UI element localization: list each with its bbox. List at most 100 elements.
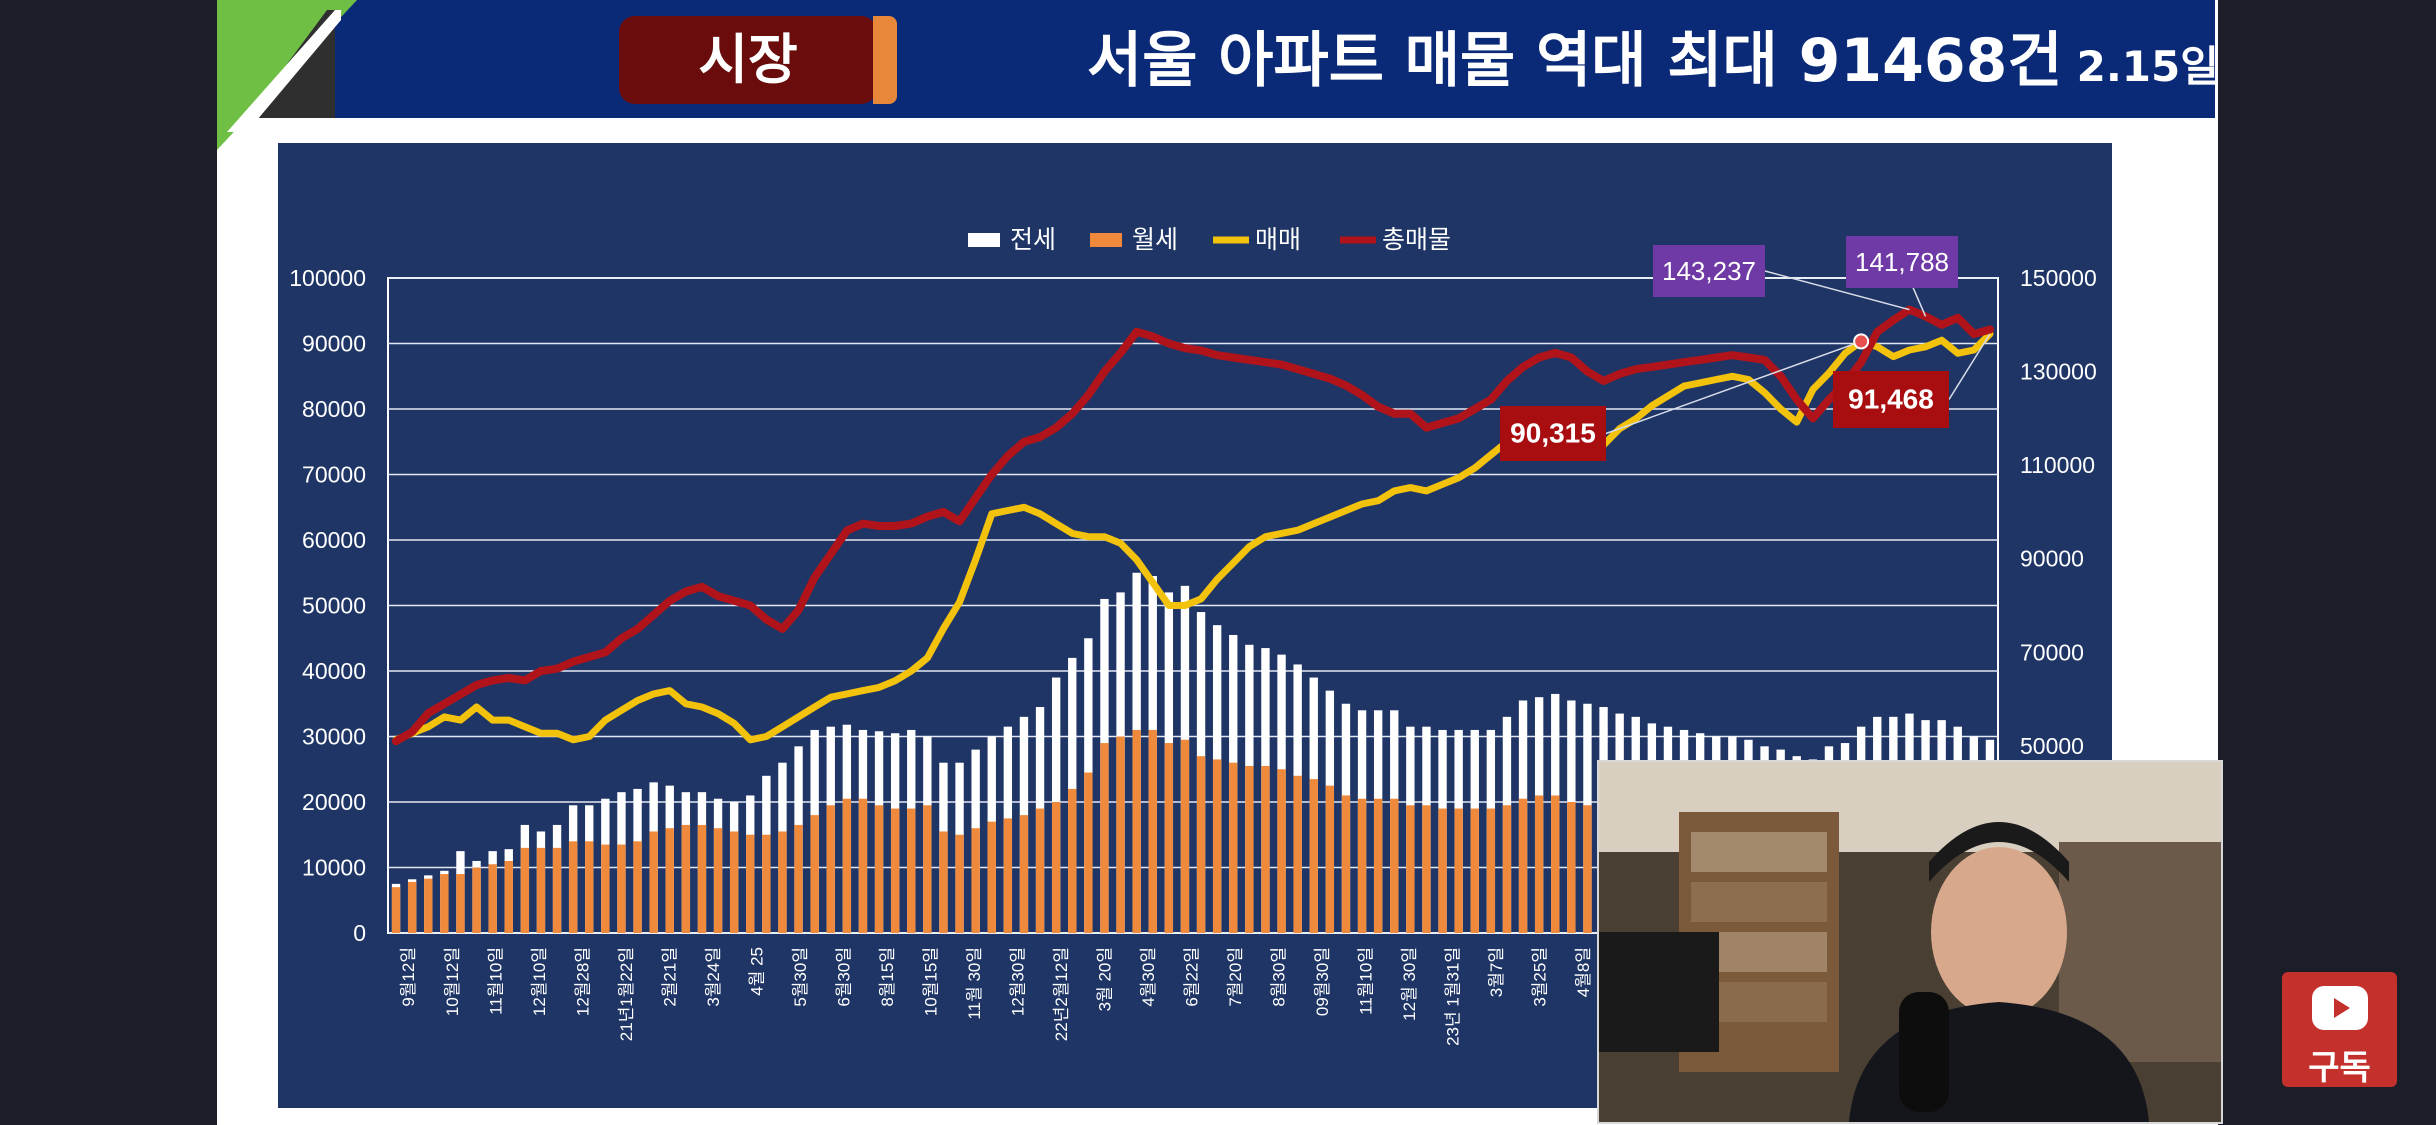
callout-label: 143,237 bbox=[1662, 256, 1756, 286]
bar-wolse bbox=[1277, 769, 1286, 933]
x-tick-label: 21년1월22일 bbox=[617, 947, 636, 1041]
bar-wolse bbox=[391, 887, 401, 933]
bar-wolse bbox=[633, 841, 642, 933]
bar-wolse bbox=[1341, 795, 1351, 933]
bar-wolse bbox=[649, 831, 658, 933]
bar-wolse bbox=[923, 805, 932, 933]
x-tick-label: 8월15일 bbox=[878, 947, 897, 1007]
category-tag-accent bbox=[873, 16, 897, 104]
x-tick-label: 2월21일 bbox=[660, 947, 679, 1007]
bar-wolse bbox=[1196, 756, 1206, 933]
bar-wolse bbox=[665, 828, 674, 933]
bar-wolse bbox=[987, 821, 996, 933]
bar-wolse bbox=[1551, 795, 1560, 933]
x-tick-label: 11월10일 bbox=[486, 947, 505, 1015]
bar-wolse bbox=[907, 808, 916, 933]
callout-box bbox=[1846, 236, 1958, 288]
bar-wolse bbox=[552, 847, 562, 933]
x-tick-label: 4월30일 bbox=[1139, 947, 1158, 1007]
x-tick-label: 3월7일 bbox=[1487, 947, 1506, 997]
callout-box bbox=[1833, 371, 1949, 428]
bar-wolse bbox=[1019, 815, 1029, 933]
bar-wolse bbox=[440, 874, 449, 933]
x-tick-label: 3월24일 bbox=[704, 947, 723, 1007]
y-right-tick: 70000 bbox=[2020, 639, 2084, 665]
bar-wolse bbox=[1325, 785, 1335, 933]
youtube-play-icon[interactable] bbox=[2312, 986, 2368, 1030]
callout-label: 141,788 bbox=[1855, 247, 1949, 277]
bar-wolse bbox=[1035, 808, 1045, 933]
bar-wolse bbox=[842, 798, 852, 933]
headline-date: 2.15일 bbox=[2076, 42, 2218, 91]
y-left-tick: 70000 bbox=[302, 462, 366, 488]
x-tick-label: 4월 25 bbox=[747, 947, 766, 996]
presenter-video-frame bbox=[1599, 762, 2221, 1122]
x-tick-label: 4월8일 bbox=[1574, 947, 1593, 997]
bar-wolse bbox=[890, 808, 900, 933]
bar-wolse bbox=[1357, 798, 1367, 933]
corner-decoration bbox=[217, 0, 357, 150]
bar-wolse bbox=[1100, 743, 1109, 933]
bar-wolse bbox=[794, 824, 803, 933]
bar-wolse bbox=[746, 834, 755, 933]
bar-wolse bbox=[713, 828, 723, 933]
bar-wolse bbox=[1567, 802, 1576, 933]
bar-wolse bbox=[858, 798, 868, 933]
callout-box bbox=[1653, 245, 1765, 297]
y-left-tick: 50000 bbox=[302, 593, 366, 619]
category-tag-label: 시장 bbox=[698, 28, 798, 91]
x-tick-label: 12월 30일 bbox=[1400, 947, 1419, 1021]
callout-label: 90,315 bbox=[1510, 418, 1596, 449]
x-tick-label: 6월22일 bbox=[1182, 947, 1201, 1007]
bar-wolse bbox=[1229, 762, 1238, 933]
bar-wolse bbox=[955, 834, 964, 933]
bar-wolse bbox=[939, 831, 948, 933]
y-left-tick: 20000 bbox=[302, 789, 366, 815]
bar-wolse bbox=[1422, 805, 1431, 933]
bar-wolse bbox=[762, 834, 771, 933]
bar-wolse bbox=[1051, 802, 1061, 933]
bar-wolse bbox=[1534, 795, 1544, 933]
y-left-tick: 80000 bbox=[302, 396, 366, 422]
y-left-tick: 0 bbox=[353, 920, 366, 946]
subscribe-label[interactable]: 구독 bbox=[2308, 1048, 2371, 1088]
legend-label: 월세 bbox=[1132, 226, 1178, 254]
x-tick-label: 11월10일 bbox=[1357, 947, 1376, 1015]
bar-wolse bbox=[1470, 808, 1479, 933]
bar-wolse bbox=[1293, 775, 1302, 933]
callout-marker bbox=[1853, 333, 1870, 350]
bar-wolse bbox=[1180, 739, 1190, 933]
line-total bbox=[392, 305, 1994, 746]
x-tick-label: 23년 1월31일 bbox=[1444, 947, 1463, 1046]
x-tick-label: 9월12일 bbox=[399, 947, 418, 1007]
bar-wolse bbox=[424, 878, 433, 933]
y-right-tick: 90000 bbox=[2020, 546, 2084, 572]
callout-leader bbox=[1605, 340, 1862, 435]
callout-label: 91,468 bbox=[1848, 384, 1934, 415]
callout-box bbox=[1500, 406, 1606, 461]
bar-wolse bbox=[1583, 805, 1592, 933]
callout-leader bbox=[1764, 270, 1910, 311]
bar-wolse bbox=[536, 847, 546, 933]
x-tick-label: 11월 30일 bbox=[965, 947, 984, 1020]
bar-wolse bbox=[520, 847, 530, 933]
category-tag bbox=[619, 16, 877, 104]
y-right-tick: 130000 bbox=[2020, 359, 2097, 385]
x-tick-label: 6월30일 bbox=[834, 947, 853, 1007]
bar-wolse bbox=[472, 867, 481, 933]
bar-wolse bbox=[681, 824, 691, 933]
legend-swatch bbox=[968, 233, 1000, 247]
bar-wolse bbox=[1406, 805, 1415, 933]
y-left-tick: 30000 bbox=[302, 724, 366, 750]
bar-wolse bbox=[1245, 765, 1254, 933]
bar-wolse bbox=[1454, 808, 1463, 933]
bar-wolse bbox=[778, 831, 787, 933]
x-tick-label: 3월25일 bbox=[1531, 947, 1550, 1007]
y-right-tick: 50000 bbox=[2020, 733, 2084, 759]
bar-wolse bbox=[1068, 788, 1077, 933]
bar-wolse bbox=[456, 874, 465, 933]
callout-leader bbox=[1948, 333, 1991, 400]
legend-label: 매매 bbox=[1255, 226, 1301, 254]
headline: 서울 아파트 매물 역대 최대 91468건 2.15일 bbox=[1087, 18, 2218, 104]
bar-wolse bbox=[1132, 729, 1141, 933]
